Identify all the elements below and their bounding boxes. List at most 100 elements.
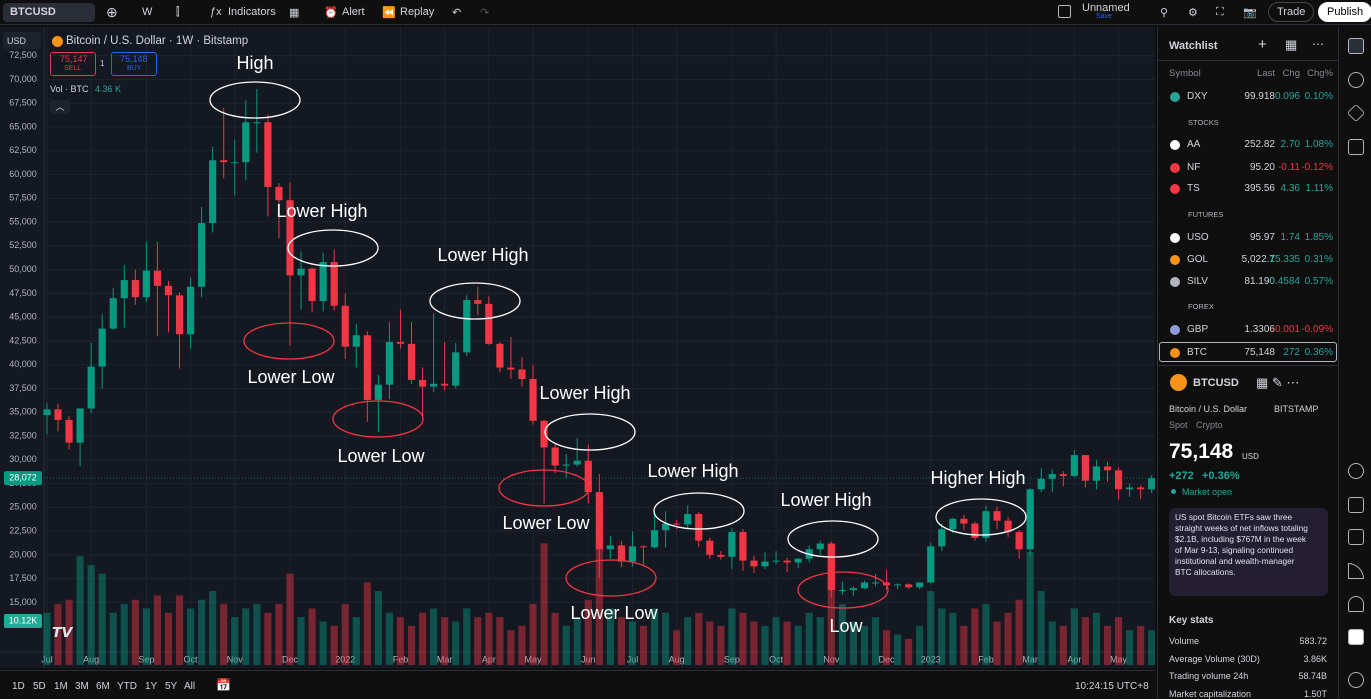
advanced-view[interactable]: ▦ bbox=[1285, 37, 1298, 52]
column-header[interactable]: Chg bbox=[1282, 68, 1300, 79]
candle-body bbox=[496, 343, 504, 368]
quick-search[interactable]: ⚲ bbox=[1160, 7, 1169, 19]
collapse-legend[interactable]: ︿ bbox=[50, 100, 70, 114]
section-header[interactable]: FUTURES bbox=[1188, 210, 1224, 219]
symbol[interactable]: DXY bbox=[1187, 91, 1208, 102]
symbol[interactable]: TS bbox=[1187, 183, 1200, 194]
indicators[interactable]: Indicators bbox=[228, 6, 276, 18]
goto-date[interactable]: 📅 bbox=[216, 678, 231, 692]
candle-body bbox=[452, 352, 460, 386]
currency[interactable]: USD bbox=[7, 36, 27, 46]
detail-symbol[interactable]: BTCUSD bbox=[1193, 377, 1239, 389]
alert[interactable]: Alert bbox=[342, 6, 365, 18]
candle-body bbox=[595, 492, 603, 550]
more[interactable]: ⋯ bbox=[1312, 37, 1324, 51]
column-header[interactable]: Last bbox=[1257, 68, 1275, 79]
candle-body bbox=[242, 122, 250, 163]
selected-row[interactable] bbox=[1159, 342, 1337, 362]
range-button[interactable]: 3M bbox=[75, 681, 89, 692]
buy-label[interactable]: BUY bbox=[127, 65, 142, 72]
signal-icon[interactable] bbox=[1348, 563, 1364, 579]
apps-icon[interactable] bbox=[1348, 629, 1364, 645]
interval[interactable]: W bbox=[142, 6, 153, 18]
volume-bar bbox=[916, 625, 924, 665]
sell-price[interactable]: 75,147 bbox=[60, 54, 88, 64]
btc-icon bbox=[52, 36, 63, 47]
candle-body bbox=[617, 545, 626, 562]
pine-icon[interactable] bbox=[1348, 497, 1364, 513]
chart-type[interactable]: ⫿ bbox=[176, 6, 180, 18]
range-button[interactable]: All bbox=[184, 681, 196, 692]
y-tick-label: 20,000 bbox=[9, 549, 37, 559]
sell-label[interactable]: SELL bbox=[64, 65, 82, 72]
symbol[interactable]: GBP bbox=[1187, 324, 1209, 335]
fullscreen[interactable]: ⛶ bbox=[1216, 6, 1224, 18]
volume-bar bbox=[65, 599, 73, 665]
annotation-ellipse bbox=[498, 469, 590, 507]
add-icon[interactable]: + bbox=[1258, 36, 1267, 53]
range-button[interactable]: 1D bbox=[12, 681, 25, 692]
symbol[interactable]: AA bbox=[1187, 139, 1201, 150]
layout-save[interactable]: Save bbox=[1096, 13, 1112, 20]
section-header[interactable]: FOREX bbox=[1188, 302, 1214, 311]
layers-icon[interactable] bbox=[1346, 103, 1366, 123]
currency-box[interactable] bbox=[3, 32, 41, 49]
news-text[interactable]: US spot Bitcoin ETFs saw three straight … bbox=[1175, 512, 1308, 577]
indicators-icon[interactable]: ƒx bbox=[210, 6, 222, 18]
replay-icon[interactable]: ⏪ bbox=[382, 7, 396, 19]
undo[interactable]: ↶ bbox=[452, 7, 462, 19]
change: 1.74 bbox=[1280, 232, 1300, 243]
ideas-icon[interactable] bbox=[1348, 463, 1364, 479]
layout-icon[interactable] bbox=[1058, 5, 1071, 18]
detail-change-pct: +0.36% bbox=[1202, 470, 1240, 482]
sell-box[interactable] bbox=[50, 52, 96, 76]
alert-icon[interactable]: ⏰ bbox=[324, 7, 338, 19]
range-button[interactable]: 1Y bbox=[145, 681, 158, 692]
templates[interactable]: ▦ bbox=[289, 7, 300, 19]
annotation-ellipse bbox=[935, 498, 1027, 536]
trade-button[interactable]: Trade bbox=[1268, 2, 1315, 22]
chat-icon[interactable] bbox=[1348, 139, 1364, 155]
candle-body bbox=[352, 335, 360, 347]
symbol-box[interactable] bbox=[3, 3, 95, 22]
range-button[interactable]: 5Y bbox=[165, 681, 178, 692]
section-header[interactable]: STOCKS bbox=[1188, 118, 1219, 127]
symbol[interactable]: BTCUSD bbox=[10, 6, 56, 18]
watchlist-title[interactable]: Watchlist bbox=[1169, 40, 1218, 52]
clock: 10:24:15 UTC+8 bbox=[1075, 681, 1149, 692]
publish-button[interactable]: Publish bbox=[1318, 2, 1371, 22]
settings[interactable]: ⚙ bbox=[1188, 7, 1198, 19]
buy-price[interactable]: 75,148 bbox=[120, 54, 148, 64]
candle-body bbox=[584, 460, 592, 493]
candle-body bbox=[65, 419, 73, 443]
symbol[interactable]: USO bbox=[1187, 232, 1209, 243]
annotation-ellipse bbox=[332, 400, 424, 438]
news-box[interactable] bbox=[1169, 508, 1328, 596]
column-header[interactable]: Symbol bbox=[1169, 68, 1201, 79]
y-tick-label: 45,000 bbox=[9, 312, 37, 322]
candle-body bbox=[949, 518, 957, 530]
symbol[interactable]: GOL bbox=[1187, 254, 1209, 265]
snapshot[interactable]: 📷 bbox=[1243, 7, 1257, 19]
replay[interactable]: Replay bbox=[400, 6, 435, 18]
layout-name[interactable]: Unnamed bbox=[1082, 2, 1130, 14]
add-symbol[interactable]: ⊕ bbox=[106, 4, 118, 20]
symbol[interactable]: SILV bbox=[1187, 276, 1208, 287]
detail-icons[interactable]: ▦ ✎ ⋯ bbox=[1256, 375, 1300, 390]
watchlist-icon[interactable] bbox=[1348, 38, 1364, 54]
help-icon[interactable] bbox=[1348, 672, 1364, 688]
buy-box[interactable] bbox=[111, 52, 157, 76]
volume-bar bbox=[562, 625, 570, 665]
notify-icon[interactable] bbox=[1348, 596, 1364, 612]
calendar-icon[interactable] bbox=[1348, 529, 1364, 545]
volume-bar bbox=[860, 625, 869, 665]
column-header[interactable]: Chg% bbox=[1307, 68, 1333, 79]
symbol[interactable]: BTC bbox=[1187, 347, 1207, 358]
symbol[interactable]: NF bbox=[1187, 162, 1201, 173]
range-button[interactable]: YTD bbox=[117, 681, 137, 692]
alerts-icon[interactable] bbox=[1348, 72, 1364, 88]
range-button[interactable]: 1M bbox=[54, 681, 68, 692]
range-button[interactable]: 6M bbox=[96, 681, 110, 692]
volume-bar bbox=[1137, 625, 1145, 665]
range-button[interactable]: 5D bbox=[33, 681, 46, 692]
